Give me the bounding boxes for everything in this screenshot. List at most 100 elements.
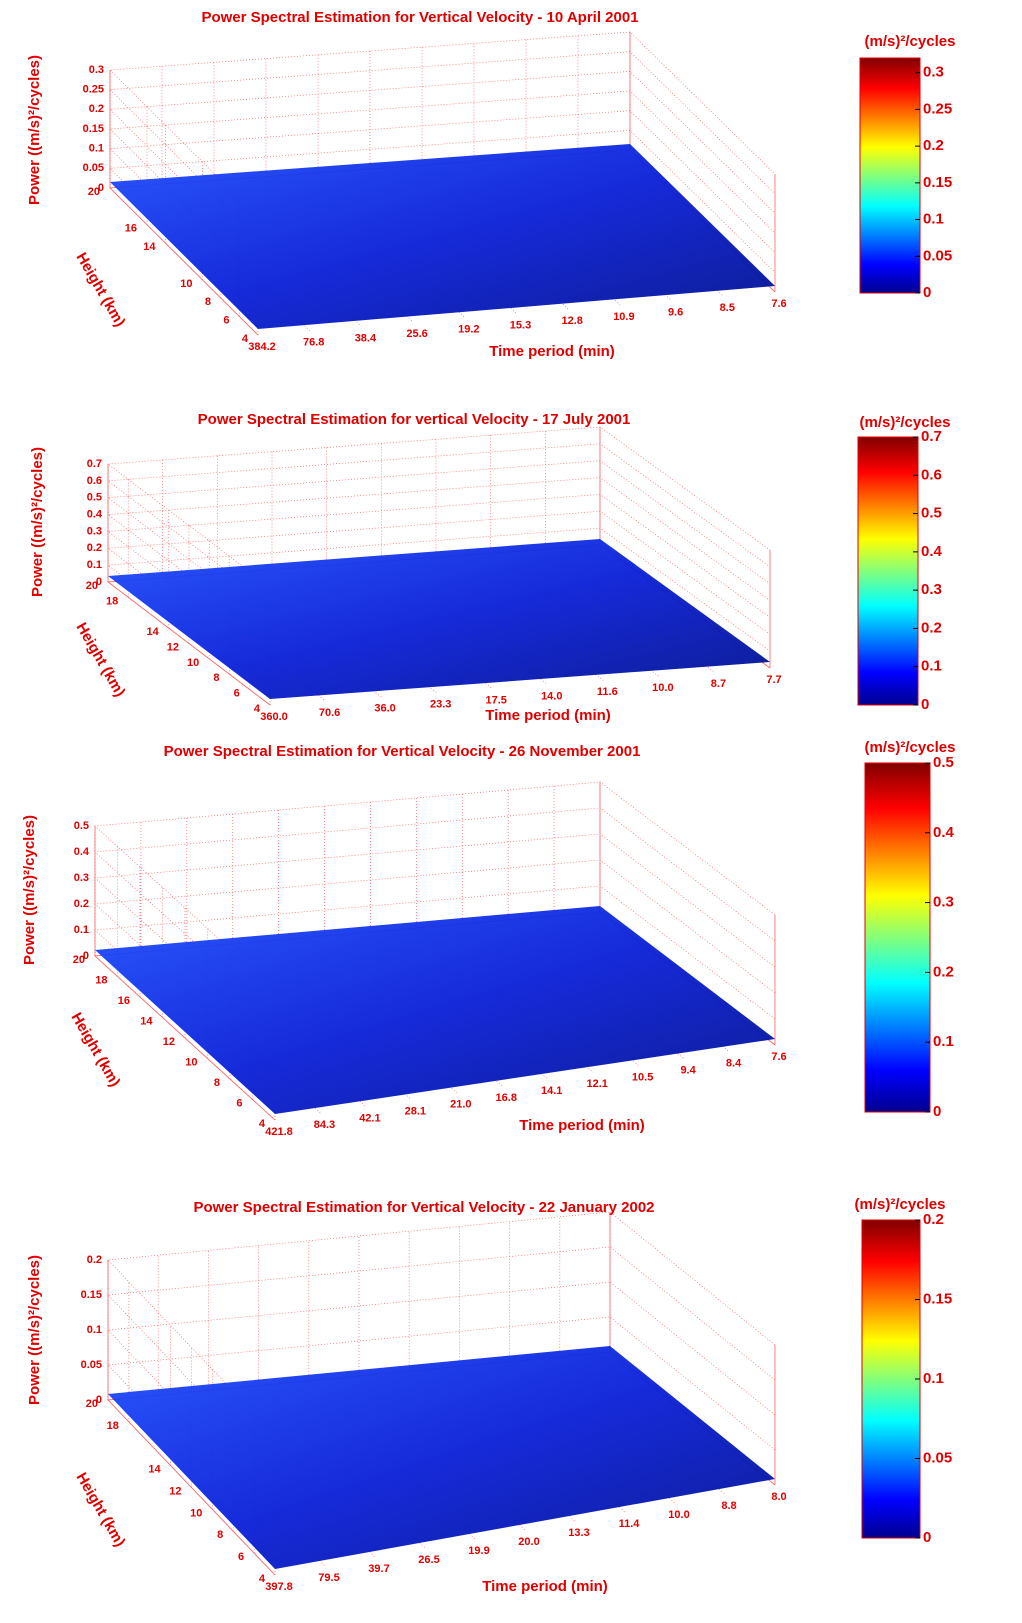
z-tick-label: 0 — [83, 950, 89, 962]
x-tick-label: 11.6 — [597, 686, 618, 698]
x-tick-label: 20.0 — [518, 1536, 539, 1548]
colorbar-label: (m/s)²/cycles — [865, 739, 956, 756]
z-tick-label: 0.3 — [87, 525, 102, 537]
z-tick-label: 0 — [98, 182, 104, 194]
x-tick-label: 36.0 — [374, 703, 395, 715]
z-tick-label: 0.2 — [87, 542, 102, 554]
x-tick-label: 23.3 — [430, 699, 451, 711]
colorbar-tick-label: 0.4 — [921, 543, 943, 560]
x-tick-label: 8.8 — [721, 1500, 736, 1512]
colorbar-tick-label: 0.2 — [933, 963, 954, 980]
colorbar-label: (m/s)²/cycles — [865, 33, 956, 50]
grid-line — [107, 510, 771, 672]
grid-line — [107, 477, 771, 638]
y-tick-label: 10 — [180, 278, 192, 290]
y-tick-label: 8 — [205, 296, 211, 308]
z-tick-label: 0.4 — [87, 508, 103, 520]
x-tick-label: 7.6 — [771, 298, 786, 310]
y-tick-label: 6 — [238, 1551, 244, 1563]
y-tick-label: 4 — [259, 1573, 266, 1585]
z-tick-label: 0.15 — [83, 123, 104, 135]
y-tick-label: 20 — [86, 1398, 98, 1410]
z-tick-label: 0.2 — [87, 1254, 102, 1266]
chart-title: Power Spectral Estimation for Vertical V… — [164, 743, 641, 760]
x-tick-label: 38.4 — [355, 332, 377, 344]
colorbar-tick-label: 0 — [923, 1529, 931, 1546]
colorbar-tick-label: 0.1 — [923, 211, 944, 228]
z-axis-label: Power ((m/s)²/cycles) — [26, 55, 43, 205]
colorbar-tick-label: 0.1 — [921, 658, 942, 675]
colorbar-tick-label: 0.4 — [933, 824, 955, 841]
colorbar-tick-label: 0.3 — [933, 894, 954, 911]
x-tick-label: 42.1 — [359, 1112, 380, 1124]
colorbar-tick-label: 0.5 — [921, 505, 942, 522]
colorbar — [861, 1219, 921, 1539]
z-tick-label: 0.4 — [74, 846, 90, 858]
x-tick-label: 84.3 — [314, 1119, 335, 1131]
colorbar-tick-label: 0.05 — [923, 1449, 952, 1466]
y-tick-label: 6 — [223, 315, 229, 327]
grid-line — [109, 90, 776, 277]
x-tick-label: 16.8 — [496, 1092, 517, 1104]
z-axis-label: Power ((m/s)²/cycles) — [29, 447, 46, 597]
grid-line — [107, 1211, 776, 1436]
colorbar-tick-label: 0.25 — [923, 100, 952, 117]
z-tick-label: 0.2 — [74, 898, 89, 910]
x-tick-label: 14.0 — [541, 690, 562, 702]
x-axis-label: Time period (min) — [485, 707, 611, 724]
x-axis-label: Time period (min) — [519, 1117, 645, 1134]
x-tick-label: 10.0 — [652, 682, 673, 694]
y-tick-label: 10 — [190, 1507, 202, 1519]
x-tick-label: 26.5 — [418, 1554, 439, 1566]
y-tick-label: 20 — [88, 186, 100, 198]
y-tick-label: 6 — [234, 688, 240, 700]
colorbar-tick-label: 0.1 — [933, 1033, 954, 1050]
grid-line — [107, 1399, 276, 1576]
y-tick-label: 16 — [118, 995, 130, 1007]
x-tick-label: 8.5 — [720, 302, 735, 314]
colorbar-tick-label: 0 — [933, 1103, 941, 1120]
y-tick-label: 4 — [242, 333, 249, 345]
colorbar-tick-label: 0.5 — [933, 754, 954, 771]
colorbar-tick-label: 0.3 — [923, 64, 944, 81]
y-tick-label: 6 — [236, 1097, 242, 1109]
y-axis-label: Height (km) — [72, 1470, 128, 1550]
z-tick-label: 0 — [96, 576, 102, 588]
x-axis-label: Time period (min) — [489, 343, 615, 360]
y-tick-label: 10 — [185, 1056, 197, 1068]
z-tick-label: 0.5 — [74, 820, 89, 832]
colorbar-tick-label: 0.2 — [921, 619, 942, 636]
colorbar-tick-label: 0 — [923, 284, 931, 301]
x-tick-label: 76.8 — [303, 337, 324, 349]
x-tick-label: 15.3 — [510, 319, 531, 331]
grid-line — [107, 494, 771, 655]
x-tick-label: 421.8 — [265, 1126, 293, 1138]
x-tick-label: 9.6 — [668, 307, 683, 319]
x-tick-label: 12.8 — [561, 315, 582, 327]
y-tick-label: 12 — [169, 1485, 181, 1497]
colorbar-tick-label: 0.15 — [923, 174, 952, 191]
colorbar-tick-label: 0.3 — [921, 581, 942, 598]
z-tick-label: 0 — [96, 1394, 102, 1406]
x-tick-label: 10.0 — [668, 1509, 689, 1521]
x-tick-label: 10.5 — [632, 1071, 653, 1083]
x-tick-label: 8.4 — [726, 1058, 742, 1070]
chart-title: Power Spectral Estimation for vertical V… — [198, 411, 631, 428]
grid-line — [109, 110, 776, 296]
y-tick-label: 18 — [107, 1420, 119, 1432]
grid-line — [107, 460, 771, 621]
x-tick-label: 14.1 — [541, 1085, 562, 1097]
x-tick-label: 9.4 — [680, 1065, 696, 1077]
colorbar — [859, 57, 921, 294]
x-tick-label: 17.5 — [486, 694, 507, 706]
grid-line — [109, 70, 776, 257]
x-tick-label: 11.4 — [619, 1518, 641, 1530]
y-tick-label: 16 — [125, 223, 137, 235]
colorbar-label: (m/s)²/cycles — [860, 414, 951, 431]
z-tick-label: 0.5 — [87, 492, 102, 504]
x-tick-label: 13.3 — [568, 1527, 589, 1539]
z-axis-label: Power ((m/s)²/cycles) — [21, 815, 38, 965]
grid-line — [107, 443, 771, 605]
grid-line — [109, 129, 776, 316]
